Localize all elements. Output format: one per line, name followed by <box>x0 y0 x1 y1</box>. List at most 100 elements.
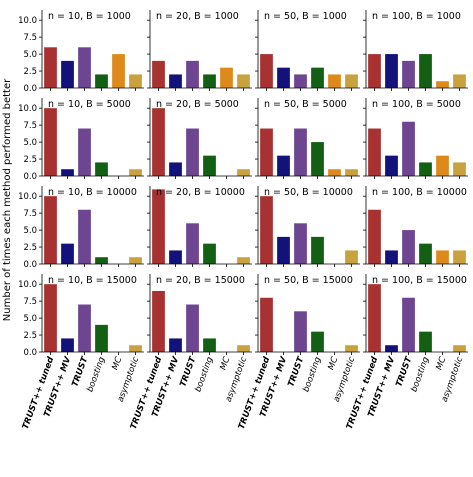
bar <box>129 169 142 176</box>
chart-panel: n = 10, B = 150000.02.55.07.510.0TRUST++… <box>18 274 144 431</box>
chart-panel: n = 20, B = 5000 <box>147 98 252 179</box>
bar <box>186 128 199 176</box>
y-tick-label: 5.0 <box>23 50 37 60</box>
bar <box>419 331 432 352</box>
chart-panel: n = 100, B = 10000 <box>363 186 468 267</box>
bar <box>95 74 108 88</box>
bar <box>294 311 307 352</box>
bar <box>152 60 165 88</box>
bar <box>61 338 74 352</box>
y-tick-label: 2.5 <box>23 331 37 341</box>
bar <box>203 74 216 88</box>
bar <box>169 162 182 176</box>
bar <box>61 60 74 88</box>
chart-panel: n = 50, B = 10000 <box>255 186 360 267</box>
bar <box>129 257 142 264</box>
bar <box>186 60 199 88</box>
y-tick-label: 5.0 <box>23 314 37 324</box>
y-tick-label: 5.0 <box>23 138 37 148</box>
bar <box>311 236 324 264</box>
bar <box>419 243 432 264</box>
bar <box>112 54 125 88</box>
bar <box>78 304 91 352</box>
chart-panel: n = 20, B = 10000 <box>147 186 252 267</box>
panel-title: n = 100, B = 1000 <box>372 11 461 22</box>
panel-title: n = 10, B = 1000 <box>48 11 131 22</box>
panel-title: n = 10, B = 15000 <box>48 275 137 286</box>
bar <box>44 196 57 264</box>
panel-title: n = 50, B = 1000 <box>264 11 347 22</box>
bar <box>345 74 358 88</box>
bar <box>385 155 398 176</box>
panel-title: n = 10, B = 10000 <box>48 187 137 198</box>
bar <box>368 128 381 176</box>
bar <box>78 128 91 176</box>
bar <box>169 338 182 352</box>
bar <box>311 142 324 176</box>
chart-panel: n = 10, B = 10000 0.0 2.5 5.0 7.5 10.0 <box>18 186 144 270</box>
bar <box>277 155 290 176</box>
y-tick-label: 0.0 <box>23 260 37 270</box>
bar <box>294 128 307 176</box>
bar <box>328 74 341 88</box>
bar <box>237 74 250 88</box>
panel-title: n = 50, B = 5000 <box>264 99 347 110</box>
panel-title: n = 50, B = 10000 <box>264 187 353 198</box>
x-tick-label: MC <box>218 356 232 372</box>
panel-title: n = 20, B = 1000 <box>156 11 239 22</box>
bar <box>260 128 273 176</box>
y-tick-label: 5.0 <box>23 226 37 236</box>
x-tick-label: MC <box>110 356 124 372</box>
bar <box>61 169 74 176</box>
panel-title: n = 20, B = 15000 <box>156 275 245 286</box>
bar <box>78 209 91 264</box>
bar <box>186 223 199 264</box>
bar <box>61 243 74 264</box>
bar <box>152 290 165 352</box>
bar <box>402 60 415 88</box>
bar <box>368 284 381 352</box>
y-tick-label: 10.0 <box>18 104 37 114</box>
chart-panel: n = 50, B = 5000 <box>255 98 360 179</box>
bar <box>44 47 57 88</box>
bar <box>294 74 307 88</box>
bar <box>368 209 381 264</box>
bar <box>436 81 449 88</box>
bar <box>453 345 466 352</box>
bar <box>385 250 398 264</box>
panel-title: n = 100, B = 15000 <box>372 275 467 286</box>
y-tick-label: 0.0 <box>23 172 37 182</box>
bar <box>186 304 199 352</box>
bar <box>402 297 415 352</box>
bar <box>453 162 466 176</box>
bar <box>277 67 290 88</box>
bar <box>277 236 290 264</box>
bar <box>169 250 182 264</box>
bar <box>237 169 250 176</box>
bar <box>95 324 108 352</box>
bar <box>345 250 358 264</box>
x-tick-label: MC <box>326 356 340 372</box>
bar <box>152 189 165 264</box>
bar <box>260 297 273 352</box>
bar <box>152 108 165 176</box>
bar <box>419 54 432 88</box>
bar <box>237 345 250 352</box>
chart-panel: n = 100, B = 5000 <box>363 98 468 179</box>
bar <box>237 257 250 264</box>
chart-panel: n = 50, B = 1000 <box>255 10 360 91</box>
panel-title: n = 100, B = 10000 <box>372 187 467 198</box>
bar <box>385 54 398 88</box>
bar <box>203 155 216 176</box>
bar <box>129 345 142 352</box>
chart-panel: n = 10, B = 1000 0.0 2.5 5.0 7.5 10.0 <box>18 10 144 94</box>
y-tick-label: 10.0 <box>18 280 37 290</box>
chart-panel: n = 100, B = 1000 <box>363 10 468 91</box>
bar <box>44 284 57 352</box>
panel-title: n = 20, B = 5000 <box>156 99 239 110</box>
panel-title: n = 50, B = 15000 <box>264 275 353 286</box>
